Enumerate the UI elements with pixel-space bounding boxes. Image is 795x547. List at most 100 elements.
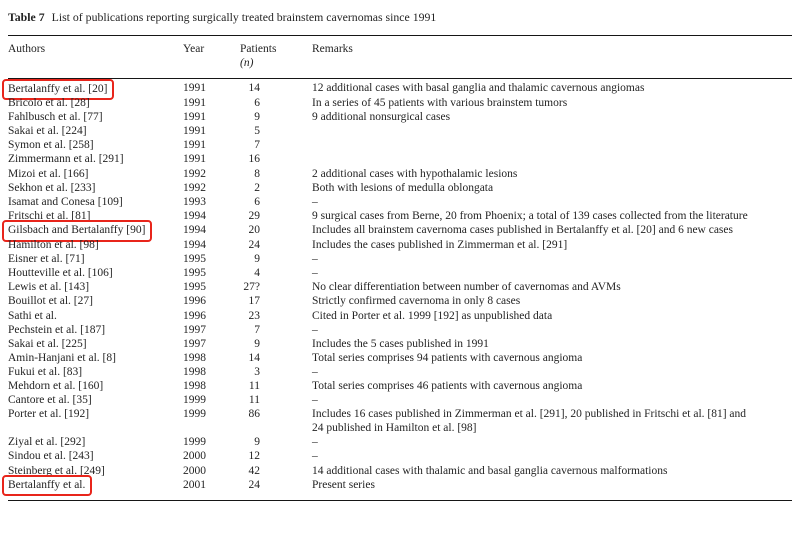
- table-body: Bertalanffy et al. [20] 1991 14 12 addit…: [2, 78, 790, 497]
- authors-cell: Hamilton et al. [98]: [8, 239, 99, 252]
- authors-cell: Mehdorn et al. [160]: [8, 379, 104, 392]
- header-rule: [8, 78, 792, 79]
- patients-cell: 6: [254, 97, 260, 110]
- patients-cell: 8: [254, 167, 260, 180]
- remarks-cell: 2 additional cases with hypothalamic les…: [312, 167, 518, 180]
- authors-cell: Symon et al. [258]: [8, 139, 94, 152]
- table-header-row: Authors Year Patients (n) Remarks: [8, 36, 790, 78]
- table-row: Zimmermann et al. [291] 1991 16: [8, 152, 790, 166]
- patients-cell: 7: [254, 139, 260, 152]
- authors-cell: Mizoi et al. [166]: [8, 167, 89, 180]
- remarks-cell: –: [312, 394, 318, 407]
- table-row: Fukui et al. [83] 1998 3 –: [8, 365, 790, 379]
- year-cell: 1992: [183, 181, 206, 194]
- remarks-cell: Includes the cases published in Zimmerma…: [312, 239, 568, 252]
- authors-cell: Bertalanffy et al.: [2, 475, 183, 497]
- year-cell: 1996: [183, 295, 206, 308]
- authors-cell: Gilsbach and Bertalanffy [90]: [2, 220, 183, 242]
- table-row: Symon et al. [258] 1991 7: [8, 138, 790, 152]
- red-highlight-box: Bertalanffy et al.: [2, 475, 93, 497]
- remarks-cell: –: [312, 267, 318, 280]
- top-rule: [8, 35, 792, 36]
- patients-cell: 86: [248, 408, 261, 421]
- authors-cell: Porter et al. [192]: [8, 408, 90, 421]
- authors-cell: Amin-Hanjani et al. [8]: [8, 351, 116, 364]
- red-highlight-box: Bertalanffy et al. [20]: [2, 78, 115, 100]
- patients-cell: 14: [248, 351, 261, 364]
- remarks-cell: –: [312, 195, 318, 208]
- table-row: Cantore et al. [35] 1999 11 –: [8, 393, 790, 407]
- remarks-cell: –: [312, 253, 318, 266]
- remarks-cell: Cited in Porter et al. 1999 [192] as unp…: [312, 309, 553, 322]
- table-row: Bouillot et al. [27] 1996 17 Strictly co…: [8, 294, 790, 308]
- remarks-cell: Total series comprises 94 patients with …: [312, 351, 583, 364]
- table-row: Bertalanffy et al. [20] 1991 14 12 addit…: [2, 78, 790, 100]
- table-row: Sakai et al. [224] 1991 5: [8, 124, 790, 138]
- table-row: Amin-Hanjani et al. [8] 1998 14 Total se…: [8, 351, 790, 365]
- remarks-cell: Present series: [312, 478, 375, 491]
- authors-cell: Lewis et al. [143]: [8, 281, 90, 294]
- patients-cell: 9: [254, 436, 260, 449]
- authors-cell: Pechstein et al. [187]: [8, 323, 106, 336]
- table-row: Fahlbusch et al. [77] 1991 9 9 additiona…: [8, 110, 790, 124]
- remarks-cell: –: [312, 450, 318, 463]
- remarks-cell: Includes all brainstem cavernoma cases p…: [312, 223, 733, 236]
- remarks-cell: Strictly confirmed cavernoma in only 8 c…: [312, 295, 521, 308]
- patients-cell: 2: [254, 181, 260, 194]
- column-header-patients-word: Patients: [240, 43, 277, 55]
- table-row: Eisner et al. [71] 1995 9 –: [8, 252, 790, 266]
- patients-cell: 5: [254, 125, 260, 138]
- year-cell: 1997: [183, 337, 206, 350]
- table-row: Sathi et al. 1996 23 Cited in Porter et …: [8, 309, 790, 323]
- column-header-year: Year: [183, 43, 205, 55]
- patients-cell: 6: [254, 195, 260, 208]
- table-caption-text: List of publications reporting surgicall…: [51, 10, 437, 24]
- patients-cell: 9: [254, 111, 260, 124]
- table-label: Table 7: [8, 10, 45, 24]
- year-cell: 1999: [183, 394, 206, 407]
- authors-cell: Ziyal et al. [292]: [8, 436, 86, 449]
- remarks-cell: –: [312, 323, 318, 336]
- column-header-patients-unit: (n): [240, 56, 254, 69]
- table-row: Hamilton et al. [98] 1994 24 Includes th…: [8, 238, 790, 252]
- year-cell: 1994: [183, 209, 206, 222]
- patients-cell: 11: [248, 394, 260, 407]
- authors-cell: Sindou et al. [243]: [8, 450, 94, 463]
- table-row: Houtteville et al. [106] 1995 4 –: [8, 266, 790, 280]
- patients-cell: 9: [254, 337, 260, 350]
- year-cell: 1993: [183, 195, 206, 208]
- year-cell: 1991: [183, 97, 206, 110]
- remarks-cell: Both with lesions of medulla oblongata: [312, 181, 494, 194]
- table-row: Sakai et al. [225] 1997 9 Includes the 5…: [8, 337, 790, 351]
- patients-cell: 29: [248, 209, 261, 222]
- bottom-rule: [8, 499, 792, 501]
- paper-table-page: Table 7 List of publications reporting su…: [2, 10, 792, 501]
- remarks-cell: –: [312, 436, 318, 449]
- patients-cell: 23: [248, 309, 261, 322]
- table-caption: Table 7 List of publications reporting su…: [8, 10, 790, 24]
- red-highlight-box: Gilsbach and Bertalanffy [90]: [2, 220, 153, 242]
- patients-cell: 24: [248, 478, 261, 491]
- year-cell: 2000: [183, 464, 206, 477]
- year-cell: 1991: [183, 82, 206, 94]
- table-row: Fritschi et al. [81] 1994 29 9 surgical …: [8, 209, 790, 223]
- authors-cell: Houtteville et al. [106]: [8, 267, 113, 280]
- remarks-cell: Includes 16 cases published in Zimmerman…: [312, 408, 747, 435]
- authors-cell: Zimmermann et al. [291]: [8, 153, 124, 166]
- authors-cell: Isamat and Conesa [109]: [8, 195, 123, 208]
- table-row: Sindou et al. [243] 2000 12 –: [8, 449, 790, 463]
- patients-cell: 11: [248, 379, 260, 392]
- authors-cell: Fahlbusch et al. [77]: [8, 111, 103, 124]
- remarks-cell: 9 additional nonsurgical cases: [312, 111, 451, 124]
- table-row: Porter et al. [192] 1999 86 Includes 16 …: [8, 407, 790, 435]
- remarks-cell: In a series of 45 patients with various …: [312, 97, 568, 110]
- patients-cell: 16: [248, 153, 261, 166]
- year-cell: 1991: [183, 139, 206, 152]
- remarks-cell: Total series comprises 46 patients with …: [312, 379, 583, 392]
- remarks-cell: 12 additional cases with basal ganglia a…: [312, 82, 645, 94]
- authors-cell: Fritschi et al. [81]: [8, 209, 91, 222]
- authors-cell: Sakai et al. [224]: [8, 125, 87, 138]
- remarks-cell: 9 surgical cases from Berne, 20 from Pho…: [312, 209, 748, 222]
- year-cell: 1995: [183, 253, 206, 266]
- year-cell: 1998: [183, 365, 206, 378]
